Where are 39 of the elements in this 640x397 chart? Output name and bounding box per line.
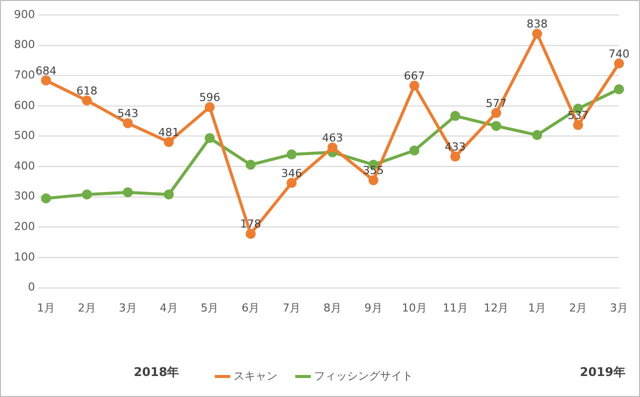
x-tick-label: 1月 (36, 301, 55, 314)
x-tick-label: 3月 (118, 301, 137, 314)
y-tick-label: 200 (14, 220, 35, 234)
data-label: 667 (404, 69, 425, 82)
x-tick-label: 8月 (324, 301, 342, 314)
data-label: 618 (76, 84, 98, 98)
x-tick-label: 3月 (610, 301, 628, 314)
x-tick-label: 9月 (364, 301, 382, 314)
x-tick-label: 4月 (160, 301, 178, 314)
x-tick-label: 2月 (78, 301, 96, 314)
x-tick-label: 12月 (484, 301, 509, 314)
text: 2019年 (580, 365, 626, 380)
x-tick-label: 5月 (200, 301, 219, 314)
legend-label: スキャン (234, 369, 278, 382)
y-tick-label: 900 (14, 8, 35, 21)
data-label: 596 (199, 91, 220, 104)
data-label: 684 (35, 64, 56, 78)
data-label: 740 (608, 47, 630, 60)
y-tick-label: 100 (14, 250, 35, 264)
data-label: 463 (322, 131, 343, 144)
y-tick-label: 800 (14, 38, 35, 52)
x-tick-label: 11月 (442, 301, 468, 314)
x-tick-label: 10月 (402, 301, 427, 314)
y-tick-label: 300 (14, 190, 35, 203)
x-tick-label: 1月 (528, 301, 546, 314)
text: 2018年 (134, 365, 180, 380)
data-label: 481 (158, 126, 180, 139)
y-tick-label: 400 (14, 159, 35, 172)
x-tick-label: 6月 (242, 301, 260, 314)
y-tick-label: 500 (14, 129, 35, 142)
x-tick-label: 2月 (569, 301, 588, 314)
data-label: 543 (117, 107, 138, 120)
y-tick-label: 700 (14, 68, 35, 82)
y-tick-label: 600 (14, 98, 35, 112)
legend-label: フィッシングサイト (314, 369, 413, 382)
x-tick-label: 7月 (282, 301, 301, 314)
data-label: 346 (281, 166, 302, 180)
y-tick-label: 0 (28, 280, 35, 294)
data-label: 838 (526, 18, 548, 31)
